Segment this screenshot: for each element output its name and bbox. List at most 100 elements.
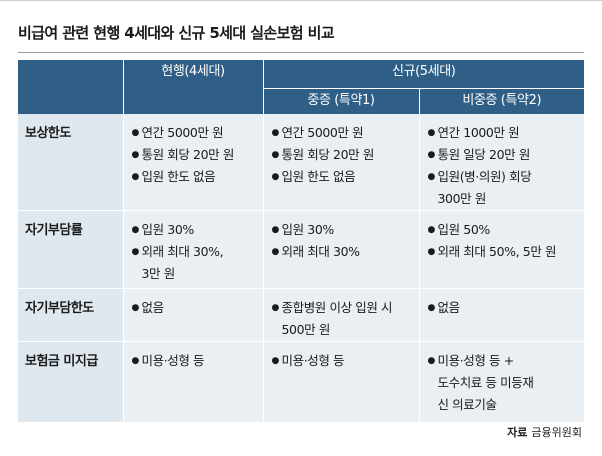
list-item: ● 입원 한도 없음 — [132, 166, 263, 188]
bullet-list: ● 없음 — [132, 297, 263, 319]
bullet-icon: ● — [427, 303, 436, 313]
bullet-icon: ● — [427, 150, 436, 160]
bullet-icon: ● — [271, 172, 280, 182]
list-item: ● 외래 최대 30% — [272, 241, 419, 263]
item-text: 연간 5000만 원 — [281, 125, 364, 140]
item-text: 통원 일당 20만 원 — [437, 147, 531, 162]
cell-current: ● 입원 30% ● 외래 최대 30%, 3만 원 — [123, 210, 264, 289]
table-row: 자기부담률 ● 입원 30% ● 외래 최대 30%, 3만 원 ● 입원 30% ● 외래 최대… — [18, 210, 585, 289]
item-text: 입원 50% — [437, 222, 491, 237]
row-label: 보상한도 — [18, 114, 124, 211]
list-item: ● 미용·성형 등 — [132, 350, 263, 372]
bullet-icon: ● — [131, 303, 140, 313]
header-current: 현행(4세대) — [123, 60, 264, 114]
bullet-icon: ● — [427, 128, 436, 138]
bullet-list: ● 미용·성형 등 — [272, 350, 419, 372]
list-item: ● 통원 회당 20만 원 — [132, 144, 263, 166]
list-item: ● 통원 일당 20만 원 — [428, 144, 585, 166]
item-text: 종합병원 이상 입원 시 — [281, 300, 393, 315]
top-rule — [0, 0, 602, 7]
bullet-list: ● 입원 50% ● 외래 최대 50%, 5만 원 — [428, 219, 585, 263]
source-value: 금융위원회 — [531, 426, 582, 439]
bullet-icon: ● — [271, 356, 280, 366]
bullet-icon: ● — [131, 128, 140, 138]
item-text: 없음 — [141, 300, 165, 315]
header-new: 신규(5세대) — [263, 60, 584, 88]
item-text: 500만 원 — [281, 322, 331, 337]
cell-current: ● 연간 5000만 원 ● 통원 회당 20만 원 ● 입원 한도 없음 — [123, 114, 264, 211]
item-text: 입원 30% — [141, 222, 195, 237]
bullet-list: ● 입원 30% ● 외래 최대 30% — [272, 219, 419, 263]
item-text: 미용·성형 등 — [281, 353, 345, 368]
item-text: 연간 1000만 원 — [437, 125, 520, 140]
item-text: 입원 30% — [281, 222, 335, 237]
bullet-icon: ● — [427, 225, 436, 235]
list-item: ● 종합병원 이상 입원 시 500만 원 — [272, 297, 419, 341]
cell-nonsevere: ● 입원 50% ● 외래 최대 50%, 5만 원 — [419, 210, 585, 289]
item-text: 통원 회당 20만 원 — [281, 147, 375, 162]
list-item: ● 미용·성형 등 — [272, 350, 419, 372]
item-text: 3만 원 — [141, 266, 176, 281]
bullet-icon: ● — [271, 303, 280, 313]
cell-severe: ● 미용·성형 등 — [263, 341, 420, 422]
bullet-icon: ● — [131, 150, 140, 160]
cell-current: ● 없음 — [123, 288, 264, 342]
bullet-icon: ● — [131, 172, 140, 182]
list-item: ● 연간 5000만 원 — [132, 122, 263, 144]
bullet-icon: ● — [131, 356, 140, 366]
row-label: 보험금 미지급 — [18, 341, 124, 422]
comparison-table: 현행(4세대) 신규(5세대) 중증 (특약1) 비중증 (특약2) 보상한도 ●… — [18, 60, 584, 422]
page-title: 비급여 관련 현행 4세대와 신규 5세대 실손보험 비교 — [18, 24, 335, 42]
header-nonsevere: 비중증 (특약2) — [419, 87, 584, 114]
bullet-icon: ● — [271, 247, 280, 257]
source-note: 자료 금융위원회 — [507, 424, 582, 440]
list-item: ● 입원(병·의원) 회당 300만 원 — [428, 166, 585, 210]
bullet-list: ● 입원 30% ● 외래 최대 30%, 3만 원 — [132, 219, 263, 285]
table-body: 보상한도 ● 연간 5000만 원 ● 통원 회당 20만 원 ● 입원 한도 없음 ● 연간 … — [18, 114, 584, 422]
bullet-list: ● 연간 5000만 원 ● 통원 회당 20만 원 ● 입원 한도 없음 — [132, 122, 263, 188]
list-item: ● 외래 최대 30%, 3만 원 — [132, 241, 263, 285]
cell-severe: ● 입원 30% ● 외래 최대 30% — [263, 210, 420, 289]
header-corner — [18, 60, 124, 114]
bullet-icon: ● — [271, 225, 280, 235]
source-label: 자료 — [507, 426, 528, 439]
item-text: 연간 5000만 원 — [141, 125, 224, 140]
list-item: ● 연간 5000만 원 — [272, 122, 419, 144]
table-row: 보험금 미지급 ● 미용·성형 등 ● 미용·성형 등 ● 미용·성형 등 + 도수치료 등 … — [18, 341, 585, 422]
bullet-icon: ● — [427, 247, 436, 257]
header-severe: 중증 (특약1) — [263, 87, 420, 114]
item-text: 없음 — [437, 300, 461, 315]
bullet-icon: ● — [131, 225, 140, 235]
item-text: 300만 원 — [437, 191, 487, 206]
item-text: 입원(병·의원) 회당 — [437, 169, 532, 184]
list-item: ● 없음 — [132, 297, 263, 319]
list-item: ● 입원 한도 없음 — [272, 166, 419, 188]
row-label: 자기부담한도 — [18, 288, 124, 342]
title-divider — [18, 52, 584, 53]
list-item: ● 외래 최대 50%, 5만 원 — [428, 241, 585, 263]
bullet-icon: ● — [271, 128, 280, 138]
list-item: ● 입원 50% — [428, 219, 585, 241]
item-text: 도수치료 등 미등재 — [437, 375, 534, 390]
bullet-list: ● 없음 — [428, 297, 585, 319]
bullet-icon: ● — [427, 356, 436, 366]
list-item: ● 연간 1000만 원 — [428, 122, 585, 144]
table-row: 자기부담한도 ● 없음 ● 종합병원 이상 입원 시 500만 원 ● 없음 — [18, 288, 585, 342]
item-text: 입원 한도 없음 — [281, 169, 356, 184]
bullet-icon: ● — [427, 172, 436, 182]
item-text: 입원 한도 없음 — [141, 169, 216, 184]
bullet-list: ● 연간 5000만 원 ● 통원 회당 20만 원 ● 입원 한도 없음 — [272, 122, 419, 188]
item-text: 신 의료기술 — [437, 397, 497, 412]
list-item: ● 입원 30% — [132, 219, 263, 241]
bullet-list: ● 미용·성형 등 — [132, 350, 263, 372]
bullet-icon: ● — [271, 150, 280, 160]
item-text: 외래 최대 50%, 5만 원 — [437, 244, 557, 259]
list-item: ● 없음 — [428, 297, 585, 319]
item-text: 미용·성형 등 + — [437, 353, 515, 368]
bullet-icon: ● — [131, 247, 140, 257]
cell-nonsevere: ● 연간 1000만 원 ● 통원 일당 20만 원 ● 입원(병·의원) 회당 300만 … — [419, 114, 584, 211]
bullet-list: ● 종합병원 이상 입원 시 500만 원 — [272, 297, 419, 341]
